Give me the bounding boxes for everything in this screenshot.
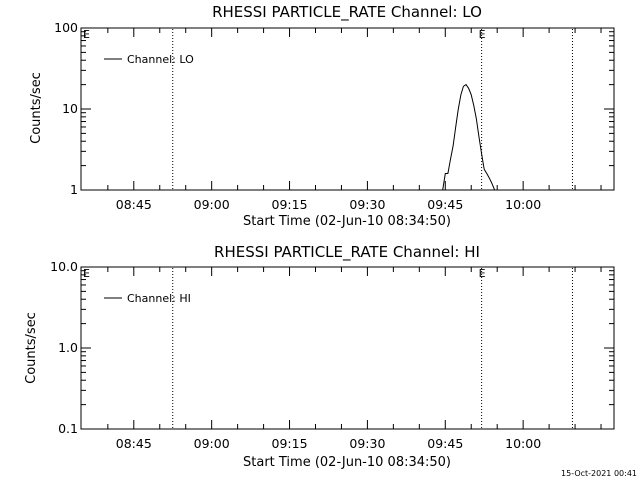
generation-timestamp: 15-Oct-2021 00:41 — [561, 469, 637, 478]
panel-lo-y-tick-label: 1 — [70, 182, 78, 197]
panel-hi-x-tick-label: 09:15 — [272, 436, 308, 451]
panel-hi-x-axis-label: Start Time (02-Jun-10 08:34:50) — [243, 455, 451, 470]
panel-hi-y-tick-label: 1.0 — [58, 340, 78, 355]
panel-lo-title: RHESSI PARTICLE_RATE Channel: LO — [212, 3, 482, 22]
panel-lo-y-tick-label: 100 — [54, 20, 78, 35]
panel-hi-x-tick-label: 08:45 — [116, 436, 152, 451]
panel-lo-event-label: E — [83, 28, 90, 41]
panel-lo-x-tick-label: 09:00 — [194, 197, 230, 212]
panel-hi-y-tick-label: 10.0 — [50, 259, 78, 274]
panel-hi-legend-label: Channel: HI — [127, 292, 191, 305]
panel-hi-event-label: E — [83, 267, 90, 280]
panel-hi-event-label: E — [479, 267, 486, 280]
panel-hi-x-tick-label: 10:00 — [505, 436, 541, 451]
panel-lo-series-line — [442, 83, 496, 191]
panel-lo-legend-label: Channel: LO — [127, 53, 194, 66]
panel-lo-x-tick-label: 09:15 — [272, 197, 308, 212]
panel-lo-x-tick-label: 10:00 — [505, 197, 541, 212]
panel-lo-event-label: E — [479, 28, 486, 41]
panel-lo-y-tick-label: 10 — [62, 101, 78, 116]
panel-lo-x-tick-label: 09:30 — [349, 197, 385, 212]
panel-lo-y-axis-label: Counts/sec — [29, 72, 44, 144]
panel-hi-x-tick-label: 09:00 — [194, 436, 230, 451]
panel-hi-x-tick-label: 09:45 — [427, 436, 463, 451]
panel-hi-title: RHESSI PARTICLE_RATE Channel: HI — [214, 243, 480, 262]
panel-lo-x-tick-label: 09:45 — [427, 197, 463, 212]
panel-hi-x-tick-label: 09:30 — [349, 436, 385, 451]
panel-lo-x-tick-label: 08:45 — [116, 197, 152, 212]
panel-lo-x-axis-label: Start Time (02-Jun-10 08:34:50) — [243, 214, 451, 229]
panel-hi-y-axis-label: Counts/sec — [24, 312, 39, 384]
panel-hi-y-tick-label: 0.1 — [58, 421, 78, 436]
